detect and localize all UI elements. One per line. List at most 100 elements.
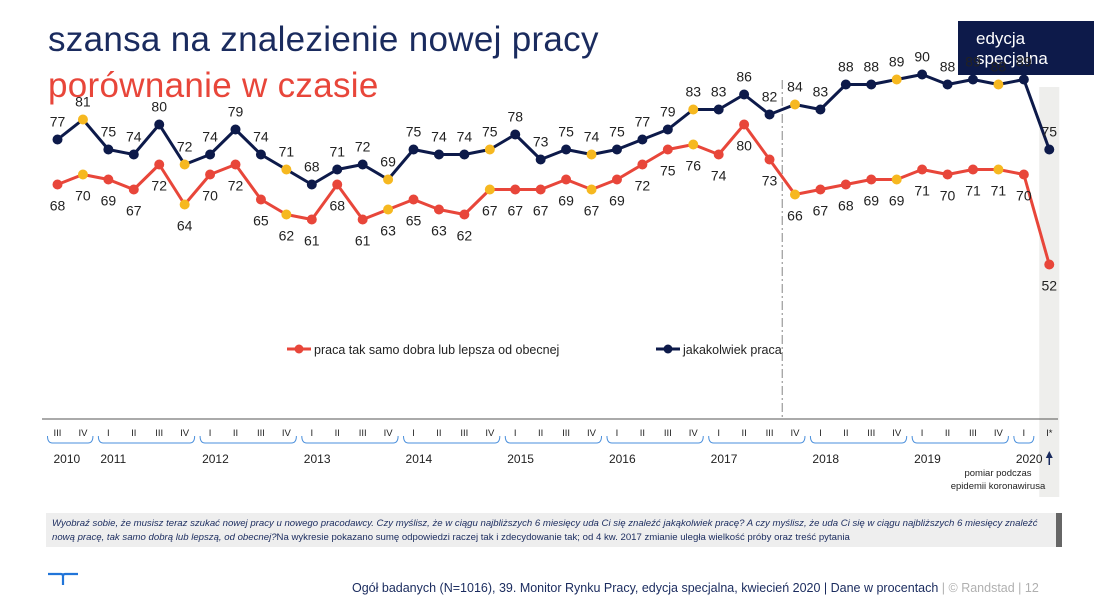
year-bracket bbox=[911, 435, 1009, 444]
data-label: 72 bbox=[635, 178, 651, 194]
data-label: 89 bbox=[965, 54, 981, 70]
series-line-better-job bbox=[56, 123, 1051, 265]
data-point bbox=[1044, 144, 1055, 155]
data-point bbox=[891, 174, 902, 185]
note-side-bar bbox=[1056, 513, 1062, 547]
data-point bbox=[917, 69, 928, 80]
data-point bbox=[383, 204, 394, 215]
year-bracket bbox=[504, 435, 603, 444]
data-label: 69 bbox=[101, 193, 117, 209]
data-label: 89 bbox=[1016, 54, 1032, 70]
data-point bbox=[1044, 259, 1055, 270]
quarter-tick-label: IV bbox=[485, 428, 495, 439]
data-point bbox=[281, 164, 292, 175]
data-label: 88 bbox=[863, 59, 879, 75]
quarter-tick-label: I bbox=[514, 428, 517, 439]
data-label: 68 bbox=[838, 198, 854, 214]
data-point bbox=[713, 149, 724, 160]
year-label: 2020 bbox=[1016, 452, 1043, 466]
data-point bbox=[967, 74, 978, 85]
data-point bbox=[332, 179, 343, 190]
data-label: 69 bbox=[558, 193, 574, 209]
data-point bbox=[306, 179, 317, 190]
quarter-tick-label: II bbox=[945, 428, 950, 439]
data-point bbox=[993, 79, 1004, 90]
quarter-tick-label: II bbox=[843, 428, 848, 439]
data-label: 62 bbox=[279, 228, 295, 244]
data-point bbox=[103, 144, 114, 155]
data-label: 74 bbox=[457, 129, 473, 145]
data-point bbox=[52, 134, 63, 145]
badge-line-2: specjalna bbox=[976, 49, 1048, 68]
randstad-logo-icon bbox=[46, 572, 80, 591]
data-label: 78 bbox=[507, 109, 523, 125]
data-point bbox=[611, 174, 622, 185]
data-point bbox=[459, 209, 470, 220]
note-explanation: Na wykresie pokazano sumę odpowiedzi rac… bbox=[276, 532, 850, 543]
legend-marker-any-job bbox=[663, 344, 673, 354]
data-point bbox=[510, 184, 521, 195]
data-point bbox=[1018, 74, 1029, 85]
page-subtitle: porównanie w czasie bbox=[48, 66, 379, 105]
data-point bbox=[561, 144, 572, 155]
data-label: 70 bbox=[1016, 188, 1032, 204]
page-title: szansa na znalezienie nowej pracy bbox=[48, 20, 599, 59]
quarter-tick-label: IV bbox=[790, 428, 800, 439]
series-line-any-job bbox=[56, 73, 1051, 186]
data-label: 77 bbox=[50, 114, 66, 130]
year-label: 2014 bbox=[406, 452, 433, 466]
data-label: 68 bbox=[329, 198, 345, 214]
quarter-tick-label: II bbox=[640, 428, 645, 439]
quarter-tick-label: III bbox=[359, 428, 367, 439]
data-label: 74 bbox=[431, 129, 447, 145]
data-point bbox=[205, 149, 216, 160]
data-label: 86 bbox=[736, 69, 752, 85]
year-label: 2011 bbox=[100, 452, 126, 466]
data-label: 72 bbox=[228, 178, 244, 194]
data-point bbox=[586, 184, 597, 195]
quarter-tick-label: IV bbox=[994, 428, 1004, 439]
data-point bbox=[77, 169, 88, 180]
data-point bbox=[764, 109, 775, 120]
quarter-tick-label: IV bbox=[892, 428, 902, 439]
data-point bbox=[383, 174, 394, 185]
data-point bbox=[433, 149, 444, 160]
year-bracket bbox=[708, 435, 806, 444]
data-label: 72 bbox=[151, 178, 167, 194]
data-label: 83 bbox=[813, 84, 829, 100]
data-label: 73 bbox=[533, 134, 549, 150]
data-point bbox=[408, 144, 419, 155]
data-point bbox=[230, 124, 241, 135]
year-bracket bbox=[1013, 435, 1035, 444]
data-point bbox=[866, 79, 877, 90]
data-point bbox=[306, 214, 317, 225]
data-point bbox=[154, 159, 165, 170]
data-point bbox=[561, 174, 572, 185]
data-label: 64 bbox=[177, 218, 193, 234]
data-label: 81 bbox=[75, 94, 91, 110]
data-label: 67 bbox=[813, 203, 829, 219]
data-label: 63 bbox=[431, 223, 447, 239]
data-point bbox=[535, 184, 546, 195]
quarter-tick-label: IV bbox=[180, 428, 190, 439]
data-label: 80 bbox=[736, 138, 752, 154]
data-point bbox=[891, 74, 902, 85]
data-label: 74 bbox=[126, 129, 142, 145]
data-point bbox=[535, 154, 546, 165]
year-bracket bbox=[199, 435, 297, 444]
data-label: 67 bbox=[482, 203, 498, 219]
data-label: 71 bbox=[965, 183, 981, 199]
data-label: 72 bbox=[177, 139, 193, 155]
data-label: 67 bbox=[126, 203, 142, 219]
data-label: 74 bbox=[711, 168, 727, 184]
data-point bbox=[917, 164, 928, 175]
quarter-tick-label: I bbox=[921, 428, 924, 439]
data-label: 73 bbox=[762, 173, 778, 189]
quarter-tick-label: II bbox=[538, 428, 543, 439]
data-point bbox=[128, 149, 139, 160]
data-point bbox=[281, 209, 292, 220]
year-label: 2013 bbox=[304, 452, 331, 466]
data-point bbox=[154, 119, 165, 130]
data-point bbox=[1018, 169, 1029, 180]
quarter-tick-label: III bbox=[562, 428, 570, 439]
